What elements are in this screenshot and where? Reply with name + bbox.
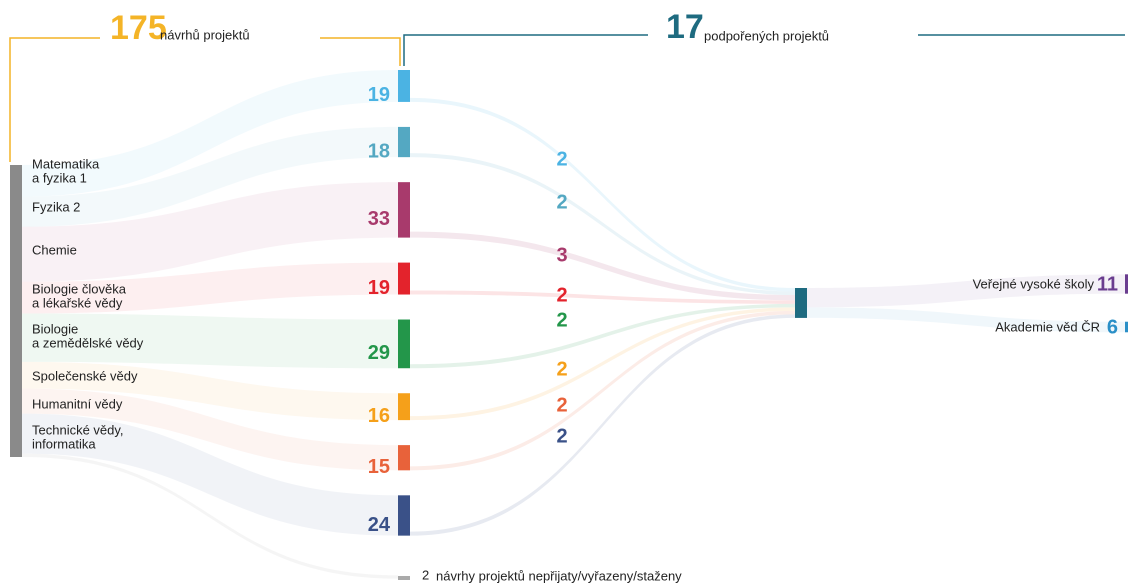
field-label: Matematika (32, 156, 100, 171)
proposal-value: 18 (368, 140, 390, 162)
proposal-bar (398, 182, 410, 238)
supported-flow-value: 2 (556, 284, 567, 306)
flow (410, 310, 795, 471)
proposal-bar (398, 262, 410, 295)
supported-flow-value: 2 (556, 148, 567, 170)
recipient-label: Akademie věd ČR (995, 319, 1100, 334)
flow (22, 70, 398, 197)
flows (22, 70, 1127, 579)
proposal-value: 29 (368, 342, 390, 364)
flow (22, 388, 398, 471)
supported-label: podpořených projektů (704, 28, 829, 43)
flow (22, 453, 398, 579)
flow (410, 303, 795, 369)
proposal-value: 19 (368, 277, 390, 299)
flow (410, 97, 795, 292)
field-label: Biologie člověka (32, 281, 127, 296)
flow (807, 307, 1127, 333)
proposal-value: 15 (368, 456, 390, 478)
total-value: 175 (110, 9, 167, 47)
proposal-bar (398, 319, 410, 369)
proposal-bar (398, 445, 410, 471)
flow (22, 182, 398, 282)
flow (22, 313, 398, 369)
recipient-value: 6 (1107, 316, 1118, 338)
recipient-bar (1125, 274, 1128, 294)
field-label: Chemie (32, 242, 77, 257)
supported-flow-value: 2 (556, 425, 567, 447)
proposal-bar (398, 393, 410, 421)
supported-bracket (403, 34, 648, 66)
proposal-value: 33 (368, 208, 390, 230)
field-label: a zemědělské vědy (32, 335, 144, 350)
flow (410, 307, 795, 421)
field-label: Humanitní vědy (32, 396, 123, 411)
proposal-bar (398, 70, 410, 102)
flow (22, 262, 398, 314)
proposal-value: 19 (368, 84, 390, 106)
supported-flow-value: 3 (556, 244, 567, 266)
proposal-value: 16 (368, 405, 390, 427)
field-label: informatika (32, 436, 96, 451)
total-label: návrhů projektů (160, 27, 250, 42)
field-label: Biologie (32, 321, 78, 336)
proposal-bar (398, 495, 410, 536)
rejected-label: návrhy projektů nepřijaty/vyřazeny/staže… (436, 568, 682, 583)
field-label: Společenské vědy (32, 368, 138, 383)
field-label: Fyzika 2 (32, 199, 80, 214)
supported-flow-value: 2 (556, 358, 567, 380)
total-bar (10, 165, 22, 457)
flow (410, 314, 795, 536)
bracket-left (9, 37, 100, 162)
flow (22, 413, 398, 536)
recipient-bar (1125, 321, 1128, 333)
flow (410, 153, 795, 296)
field-label: a lékařské vědy (32, 295, 123, 310)
supported-flow-value: 2 (556, 394, 567, 416)
recipient-label: Veřejné vysoké školy (973, 276, 1095, 291)
supported-value: 17 (666, 8, 704, 46)
supported-flow-value: 2 (556, 191, 567, 213)
supported-bar (795, 288, 807, 318)
field-label: a fyzika 1 (32, 170, 87, 185)
field-label: Technické vědy, (32, 422, 124, 437)
flow (22, 361, 398, 421)
proposal-bar (398, 126, 410, 158)
supported-flow-value: 2 (556, 309, 567, 331)
recipient-value: 11 (1097, 273, 1118, 295)
flow (807, 274, 1127, 308)
bracket-right (320, 37, 401, 66)
rejected-value: 2 (422, 567, 429, 582)
flow (22, 126, 398, 227)
rejected-bar (398, 576, 410, 580)
proposal-value: 24 (368, 514, 391, 536)
flow (410, 231, 795, 301)
flow (410, 290, 795, 304)
